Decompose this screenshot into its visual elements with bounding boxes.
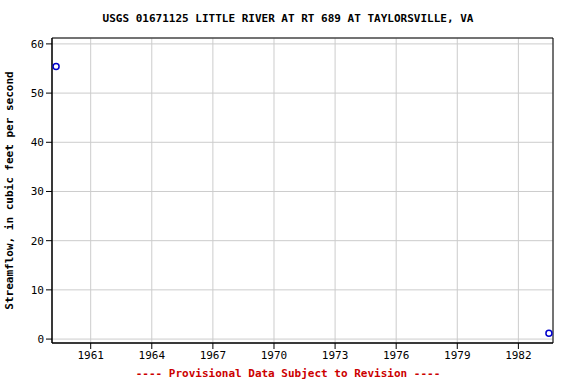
- html-text:USGS 01671125 LITTLE RIVER AT: USGS 01671125 LITTLE RIVER AT RT 689 AT …: [102, 12, 474, 25]
- svg-text:60: 60: [31, 38, 44, 51]
- svg-text:1976: 1976: [383, 349, 410, 362]
- svg-text:1961: 1961: [77, 349, 104, 362]
- svg-text:1967: 1967: [200, 349, 227, 362]
- html-text:---- Provisional Data Subject: ---- Provisional Data Subject to Revisio…: [135, 367, 441, 380]
- svg-text:1982: 1982: [505, 349, 532, 362]
- svg-text:1970: 1970: [261, 349, 288, 362]
- svg-text:30: 30: [31, 185, 44, 198]
- svg-text:1979: 1979: [444, 349, 471, 362]
- svg-text:20: 20: [31, 235, 44, 248]
- svg-text:Streamflow, in cubic feet per: Streamflow, in cubic feet per second: [8, 71, 16, 309]
- svg-text:1973: 1973: [322, 349, 349, 362]
- svg-text:40: 40: [31, 136, 44, 149]
- svg-text:50: 50: [31, 87, 44, 100]
- svg-text:0: 0: [37, 333, 44, 346]
- svg-text:1964: 1964: [139, 349, 166, 362]
- svg-text:10: 10: [31, 284, 44, 297]
